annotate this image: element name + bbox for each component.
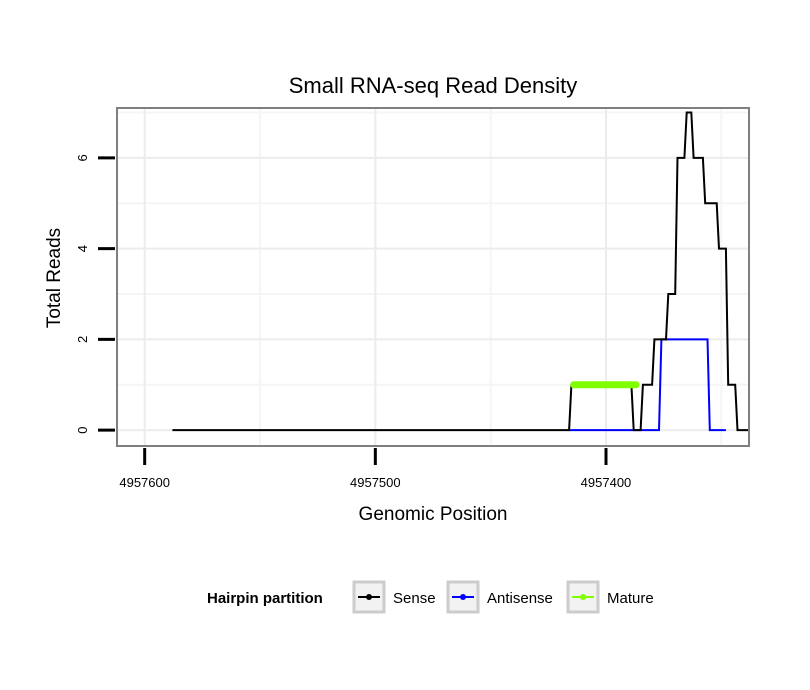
- x-tick-label: 4957400: [581, 475, 632, 490]
- legend: Hairpin partition Sense Antisense Mature: [207, 580, 654, 614]
- y-axis-title: Total Reads: [44, 228, 65, 328]
- series-layer: [172, 111, 749, 432]
- legend-point-antisense: [460, 594, 466, 600]
- series-line-sense: [172, 111, 749, 432]
- legend-point-sense: [366, 594, 372, 600]
- x-axis-title: Genomic Position: [359, 504, 508, 525]
- legend-key-antisense: [446, 580, 480, 614]
- legend-label-mature: Mature: [607, 590, 654, 607]
- plot-background: [117, 108, 749, 446]
- legend-point-mature: [580, 594, 586, 600]
- x-tick-label: 4957500: [350, 475, 401, 490]
- plot-border: [116, 107, 750, 447]
- chart-title: Small RNA-seq Read Density: [289, 73, 578, 98]
- legend-label-sense: Sense: [393, 590, 436, 607]
- legend-label-antisense: Antisense: [487, 590, 553, 607]
- y-tick-label: 4: [75, 245, 90, 252]
- legend-title: Hairpin partition: [207, 590, 323, 607]
- y-axis: 0 2 4 6: [75, 154, 115, 434]
- y-tick-label: 2: [75, 336, 90, 343]
- series-line-antisense: [569, 338, 726, 432]
- x-tick-label: 4957600: [119, 475, 170, 490]
- y-tick-label: 6: [75, 154, 90, 161]
- y-tick-label: 0: [75, 427, 90, 434]
- x-axis: 4957600 4957500 4957400: [119, 448, 631, 490]
